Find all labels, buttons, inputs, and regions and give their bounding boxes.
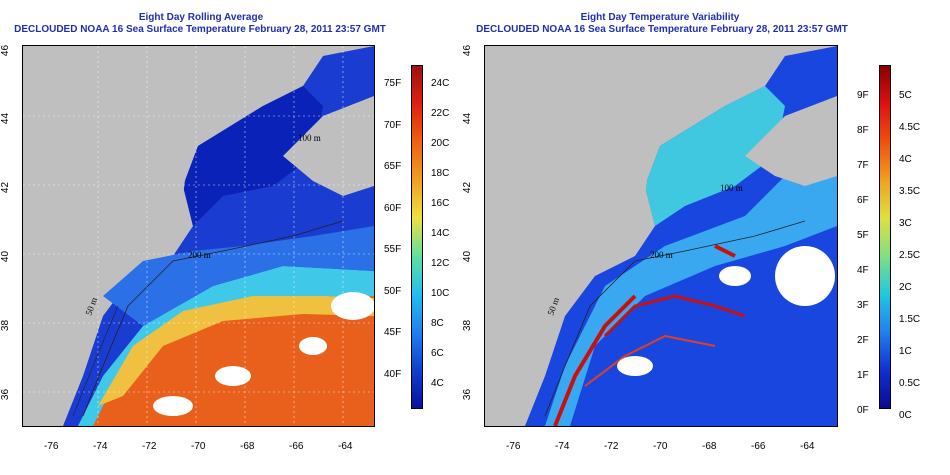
colorbar-label: 45F	[384, 327, 402, 338]
y-tick-label: 42	[0, 181, 12, 194]
y-tick-label: 44	[462, 112, 474, 125]
x-tick-label: -70	[191, 441, 206, 452]
colorbar-label: 8F	[857, 125, 869, 136]
colorbar-label: 3C	[899, 218, 912, 229]
colorbar-label: 3F	[857, 300, 869, 311]
y-tick-label: 38	[462, 319, 474, 332]
colorbar-label: 4C	[431, 378, 444, 389]
colorbar-label: 2C	[899, 282, 912, 293]
colorbar-label: 1C	[899, 346, 912, 357]
colorbar-label: 12C	[431, 258, 450, 269]
y-tick-label: 46	[0, 44, 12, 57]
contour-50m-label: 50 m	[545, 296, 561, 317]
colorbar-label: 9F	[857, 90, 869, 101]
x-tick-label: -64	[338, 441, 353, 452]
contour-200m-label: 200 m	[188, 250, 211, 260]
shelf-variability	[545, 166, 837, 426]
colorbar-label: 4F	[857, 265, 869, 276]
x-tick-label: -72	[604, 441, 619, 452]
right-title-line2: DECLOUDED NOAA 16 Sea Surface Temperatur…	[476, 24, 848, 35]
left-title-line1: Eight Day Rolling Average	[138, 12, 264, 23]
x-tick-label: -68	[240, 441, 255, 452]
transition-band	[98, 296, 374, 406]
colorbar-label: 20C	[431, 138, 450, 149]
colorbar-label: 50F	[384, 285, 402, 297]
colorbar-label: 0F	[857, 405, 869, 416]
colorbar-label: 5F	[857, 230, 869, 241]
shelf-water	[103, 226, 374, 326]
right-colorbar	[879, 65, 891, 409]
y-tick-label: 46	[462, 44, 474, 57]
sst-average-map: 200 m 50 m 100 m	[22, 45, 375, 427]
x-tick-label: -74	[555, 441, 570, 452]
colorbar-label: 16C	[431, 198, 450, 209]
sst-variability-map: 200 m 50 m 100 m	[484, 45, 838, 427]
y-tick-label: 38	[0, 319, 12, 332]
colorbar-label: 18C	[431, 168, 450, 179]
colorbar-label: 2.5C	[899, 250, 921, 261]
colorbar-label: 70F	[384, 119, 402, 131]
colorbar-label: 75F	[384, 78, 402, 89]
colorbar-label: 2F	[857, 335, 869, 346]
colorbar-label: 6C	[431, 348, 444, 359]
y-tick-label: 36	[462, 388, 474, 401]
colorbar-label: 24C	[431, 78, 450, 89]
x-tick-label: -66	[751, 441, 766, 452]
x-tick-label: -76	[506, 441, 521, 452]
colorbar-label: 5C	[899, 90, 912, 101]
y-tick-label: 42	[462, 181, 474, 194]
gulf-of-maine	[183, 86, 323, 226]
y-tick-label: 36	[0, 388, 12, 401]
left-title-line2: DECLOUDED NOAA 16 Sea Surface Temperatur…	[14, 24, 386, 35]
x-tick-label: -68	[702, 441, 717, 452]
colorbar-label: 4C	[899, 154, 912, 165]
contour-100m-label: 100 m	[298, 133, 321, 143]
colorbar-label: 6F	[857, 195, 869, 206]
colorbar-label: 14C	[431, 228, 450, 239]
colorbar-label: 60F	[384, 202, 402, 214]
gulf-of-maine-variability	[645, 86, 785, 226]
colorbar-label: 1.5C	[899, 314, 921, 325]
x-tick-label: -76	[44, 441, 59, 452]
y-tick-label: 44	[0, 112, 12, 125]
colorbar-label: 4.5C	[899, 122, 921, 133]
contour-50m-label: 50 m	[83, 296, 99, 317]
y-tick-label: 40	[462, 250, 474, 263]
warm-water	[83, 286, 374, 426]
coast-land	[485, 46, 785, 426]
colorbar-label: 7F	[857, 160, 869, 171]
contour-100m-label: 100 m	[720, 183, 743, 193]
y-tick-label: 40	[0, 250, 12, 263]
sst-average-map-svg: 200 m 50 m 100 m	[23, 46, 374, 426]
colorbar-label: 0C	[899, 410, 912, 421]
left-colorbar	[411, 65, 423, 409]
colorbar-label: 8C	[431, 318, 444, 329]
contour-200m-label: 200 m	[650, 250, 673, 260]
colorbar-label: 3.5C	[899, 186, 921, 197]
x-tick-label: -74	[93, 441, 108, 452]
x-tick-label: -64	[800, 441, 815, 452]
colorbar-label: 65F	[384, 161, 402, 172]
x-tick-label: -66	[289, 441, 304, 452]
colorbar-label: 10C	[431, 288, 450, 299]
sst-variability-map-svg: 200 m 50 m 100 m	[485, 46, 837, 426]
x-tick-label: -70	[653, 441, 668, 452]
colorbar-label: 1F	[857, 370, 869, 381]
colorbar-label: 40F	[384, 368, 402, 380]
colorbar-label: 22C	[431, 108, 450, 119]
nova-scotia	[283, 96, 374, 196]
nova-scotia	[745, 96, 837, 186]
colorbar-label: 0.5C	[899, 378, 921, 389]
right-title-line1: Eight Day Temperature Variability	[580, 12, 740, 23]
x-tick-label: -72	[142, 441, 157, 452]
colorbar-label: 55F	[384, 244, 402, 255]
